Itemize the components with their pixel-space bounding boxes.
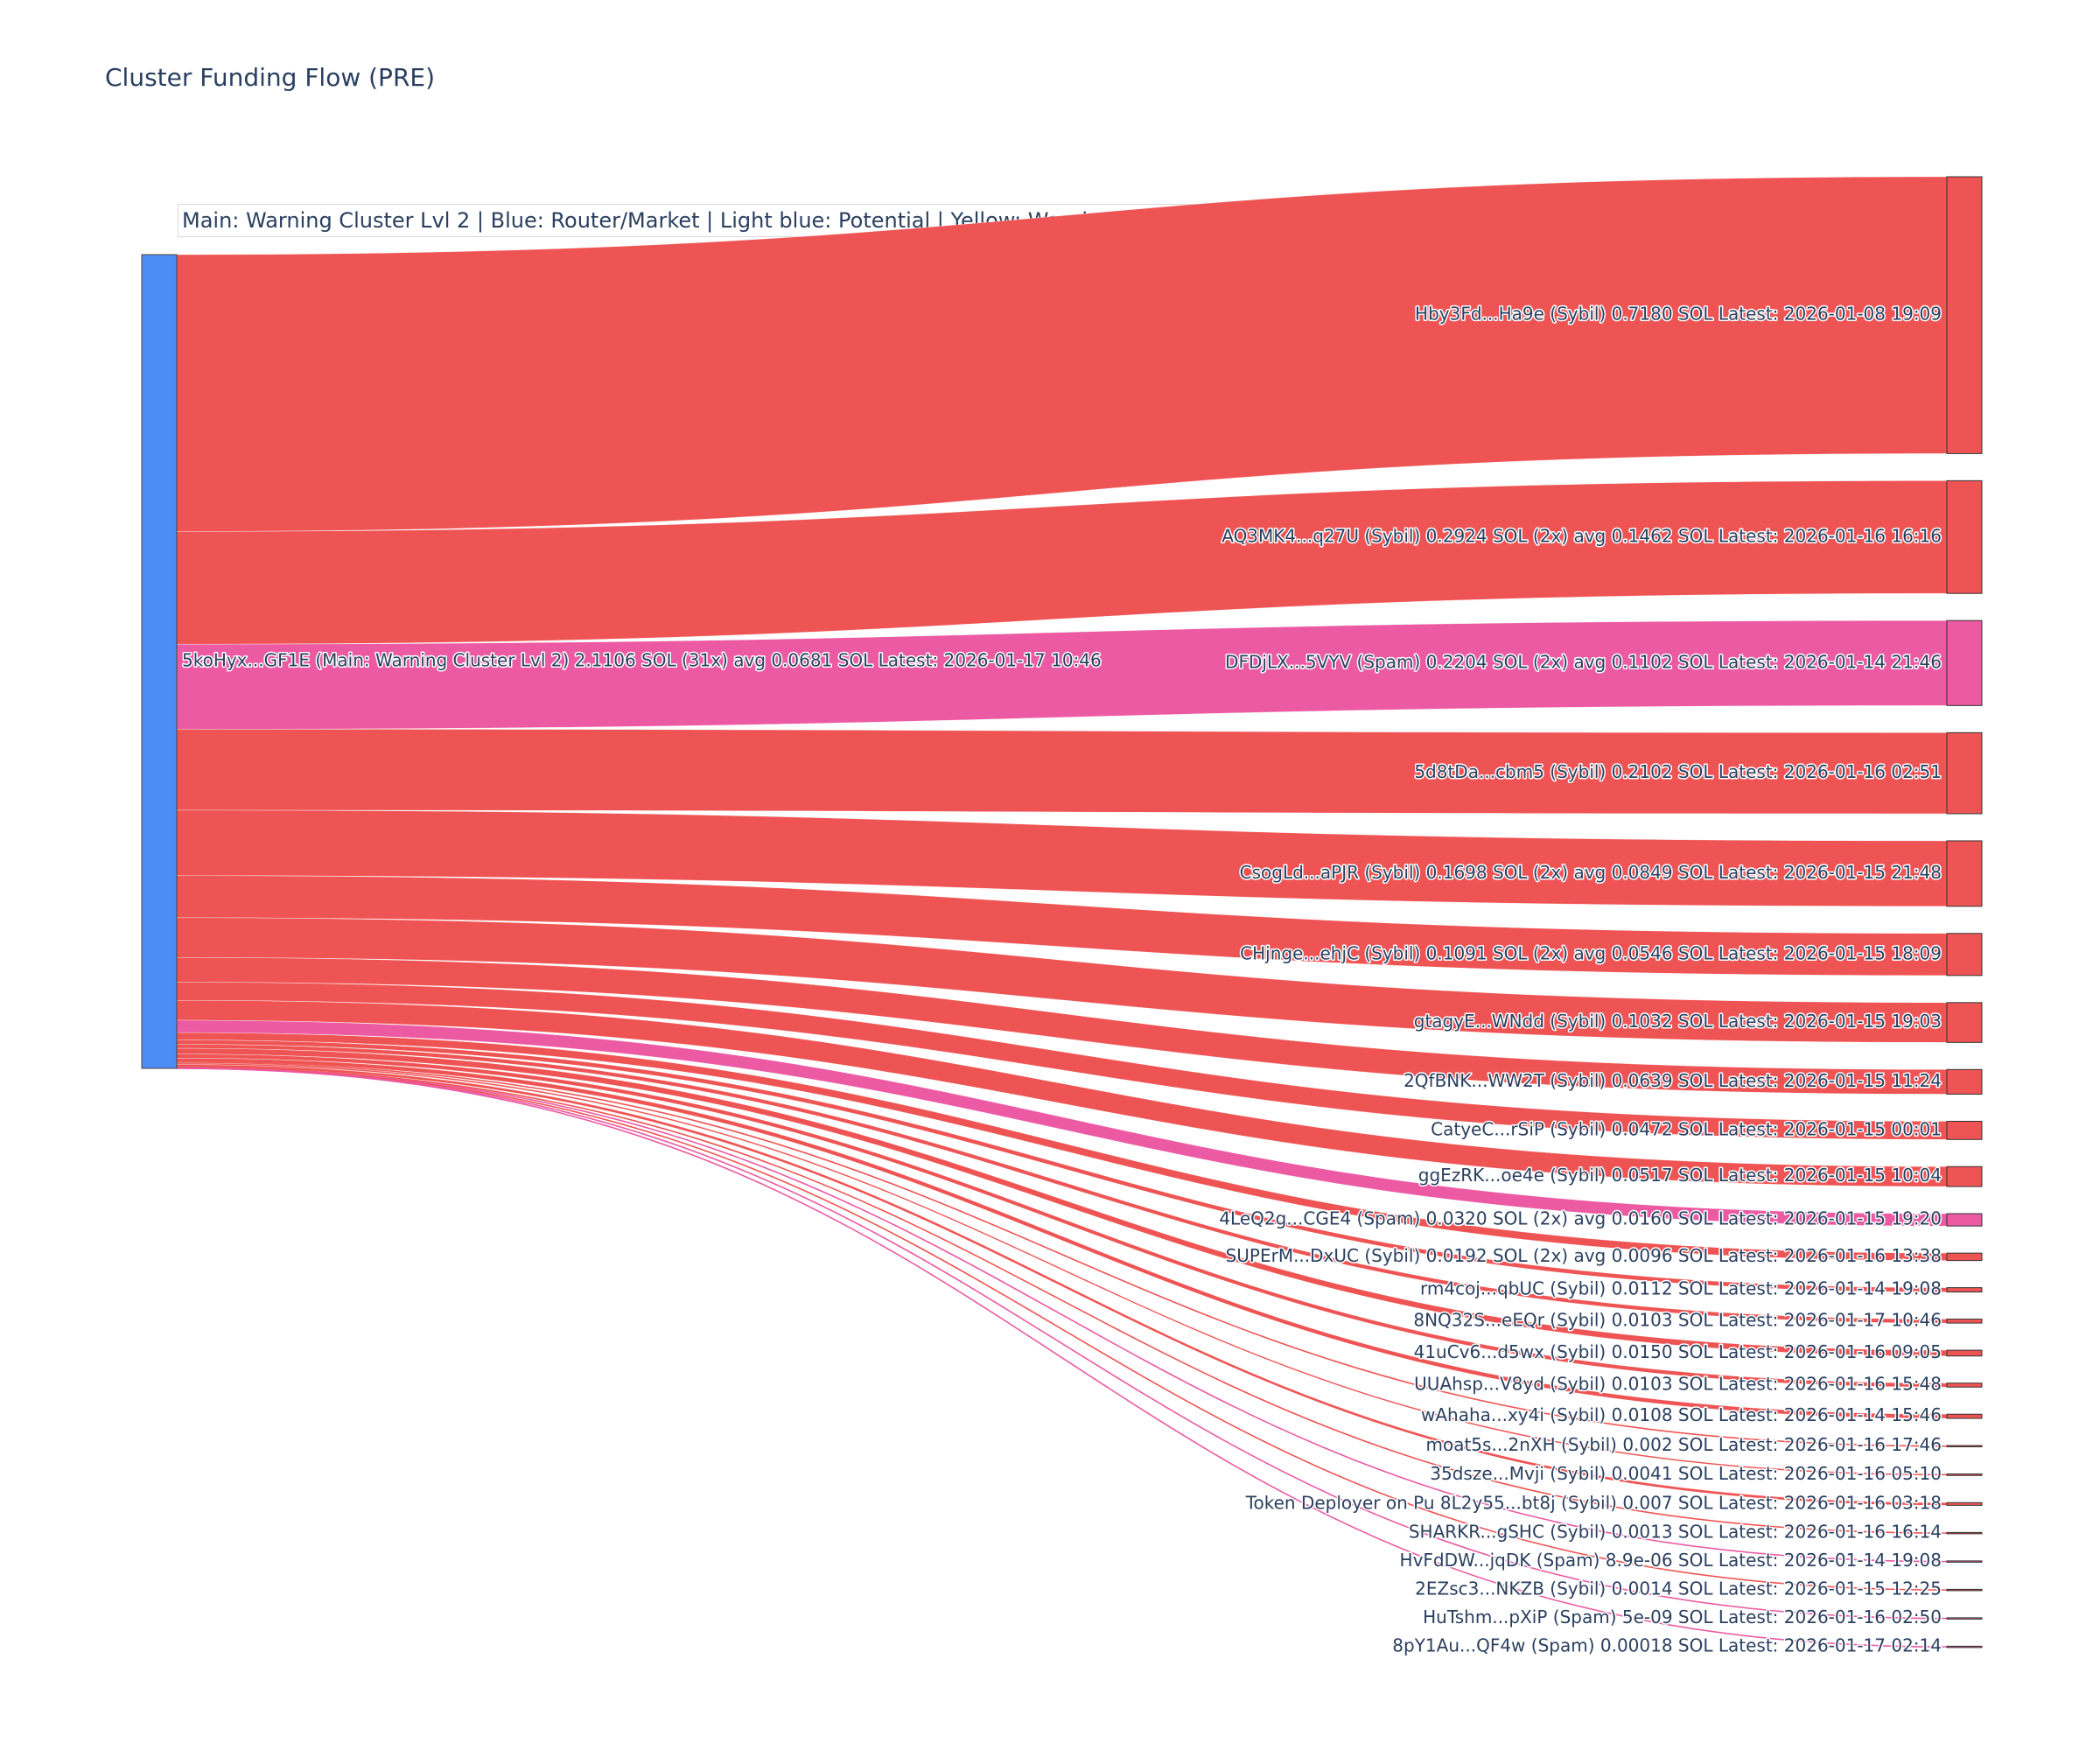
target-node-label: AQ3MK4...q27U (Sybil) 0.2924 SOL (2x) av…	[1222, 525, 1942, 546]
target-node-label: 5d8tDa...cbm5 (Sybil) 0.2102 SOL Latest:…	[1414, 761, 1942, 782]
target-node-label: CsogLd...aPJR (Sybil) 0.1698 SOL (2x) av…	[1240, 862, 1942, 883]
target-node	[1946, 176, 1983, 454]
source-node-label: 5koHyx...GF1E (Main: Warning Cluster Lvl…	[182, 650, 1102, 671]
target-node	[1946, 1213, 1983, 1227]
target-node	[1946, 1531, 1983, 1535]
target-node	[1946, 1413, 1983, 1419]
sankey-link	[176, 1067, 1948, 1534]
target-node	[1946, 1473, 1983, 1476]
target-node-label: SUPErM...DxUC (Sybil) 0.0192 SOL (2x) av…	[1226, 1245, 1942, 1266]
target-node	[1946, 732, 1983, 815]
sankey-link	[176, 1068, 1948, 1620]
sankey-link	[176, 176, 1948, 532]
target-node-label: 35dsze...Mvji (Sybil) 0.0041 SOL Latest:…	[1430, 1463, 1942, 1484]
target-node	[1946, 1349, 1983, 1357]
target-node	[1946, 933, 1983, 976]
target-node	[1946, 1319, 1983, 1324]
sankey-links	[176, 176, 1948, 1648]
target-node	[1946, 1287, 1983, 1293]
target-node-label: Token Deployer on Pu 8L2y55...bt8j (Sybi…	[1245, 1492, 1942, 1513]
sankey-link	[176, 1067, 1948, 1591]
target-node-label: HuTshm...pXiP (Spam) 5e-09 SOL Latest: 2…	[1423, 1606, 1942, 1628]
sankey-link	[176, 1068, 1948, 1648]
target-node-label: moat5s...2nXH (Sybil) 0.002 SOL Latest: …	[1425, 1434, 1942, 1455]
target-node-label: 2EZsc3...NKZB (Sybil) 0.0014 SOL Latest:…	[1415, 1578, 1942, 1600]
target-node-label: rm4coj...qbUC (Sybil) 0.0112 SOL Latest:…	[1420, 1278, 1942, 1299]
sankey-link	[176, 1057, 1948, 1419]
target-node-label: ggEzRK...oe4e (Sybil) 0.0517 SOL Latest:…	[1418, 1165, 1942, 1186]
target-node-label: gtagyE...WNdd (Sybil) 0.1032 SOL Latest:…	[1414, 1011, 1942, 1032]
target-node	[1946, 1588, 1983, 1592]
target-node	[1946, 1645, 1983, 1648]
target-node-label: 4LeQ2g...CGE4 (Spam) 0.0320 SOL (2x) avg…	[1219, 1208, 1942, 1229]
target-node-label: Hby3Fd...Ha9e (Sybil) 0.7180 SOL Latest:…	[1415, 304, 1942, 325]
target-node-label: SHARKR...gSHC (Sybil) 0.0013 SOL Latest:…	[1409, 1522, 1942, 1543]
target-node-label: HvFdDW...jqDK (Spam) 8.9e-06 SOL Latest:…	[1400, 1550, 1942, 1571]
target-node	[1946, 1252, 1983, 1262]
target-node	[1946, 620, 1983, 706]
target-node	[1946, 1166, 1983, 1187]
target-node	[1946, 480, 1983, 594]
target-node	[1946, 840, 1983, 907]
target-node-label: 8pY1Au...QF4w (Spam) 0.00018 SOL Latest:…	[1392, 1635, 1942, 1656]
target-node	[1946, 1445, 1983, 1447]
target-node	[1946, 1560, 1983, 1563]
target-node-label: 8NQ32S...eEQr (Sybil) 0.0103 SOL Latest:…	[1413, 1309, 1942, 1330]
source-node	[141, 254, 178, 1069]
target-node	[1946, 1002, 1983, 1043]
target-node	[1946, 1068, 1983, 1095]
target-node	[1946, 1617, 1983, 1620]
target-node	[1946, 1382, 1983, 1388]
target-node-label: UUAhsp...V8yd (Sybil) 0.0103 SOL Latest:…	[1414, 1373, 1942, 1394]
target-node-label: wAhaha...xy4i (Sybil) 0.0108 SOL Latest:…	[1421, 1404, 1942, 1425]
target-node-label: CatyeC...rSiP (Sybil) 0.0472 SOL Latest:…	[1431, 1118, 1942, 1139]
chart-title: Cluster Funding Flow (PRE)	[105, 63, 436, 92]
target-node-label: 41uCv6...d5wx (Sybil) 0.0150 SOL Latest:…	[1414, 1341, 1942, 1362]
sankey-link	[176, 1061, 1948, 1447]
sankey-link	[176, 1067, 1948, 1563]
target-node-label: 2QfBNK...WW2T (Sybil) 0.0639 SOL Latest:…	[1404, 1070, 1942, 1091]
target-node	[1946, 1502, 1983, 1506]
target-node-label: DFDjLX...5VYV (Spam) 0.2204 SOL (2x) avg…	[1225, 651, 1942, 672]
target-node	[1946, 1120, 1983, 1140]
target-node-label: CHjnge...ehjC (Sybil) 0.1091 SOL (2x) av…	[1240, 942, 1942, 963]
sankey-labels: 5koHyx...GF1E (Main: Warning Cluster Lvl…	[181, 302, 1943, 1657]
sankey-nodes	[141, 176, 1983, 1648]
